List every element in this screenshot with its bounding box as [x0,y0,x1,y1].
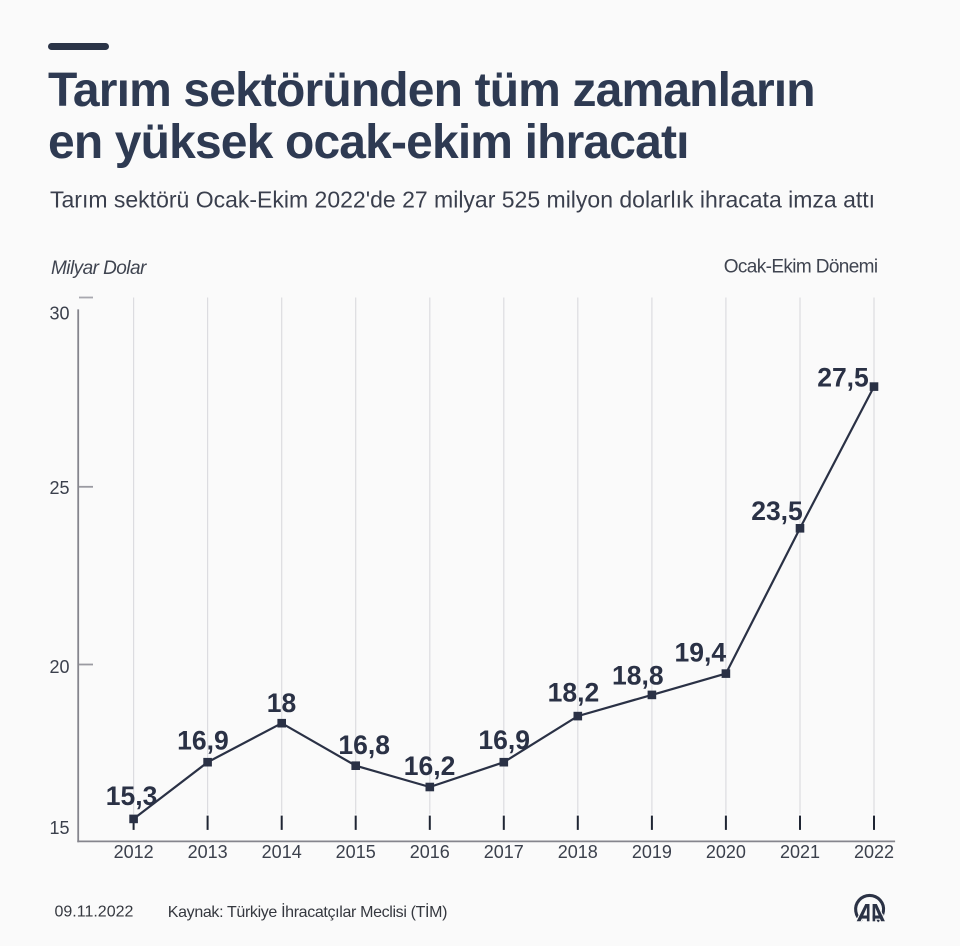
svg-text:25: 25 [49,478,69,498]
svg-text:2013: 2013 [188,842,228,862]
svg-text:en yüksek ocak-ekim ihracatı: en yüksek ocak-ekim ihracatı [48,116,689,169]
svg-text:Tarım sektöründen tüm zamanlar: Tarım sektöründen tüm zamanların [48,64,815,117]
svg-text:2016: 2016 [410,842,450,862]
svg-text:15: 15 [49,818,69,838]
svg-text:16,9: 16,9 [478,725,530,755]
svg-text:15,3: 15,3 [106,781,158,811]
svg-text:Ocak-Ekim Dönemi: Ocak-Ekim Dönemi [724,257,878,278]
svg-text:19,4: 19,4 [675,637,727,667]
svg-text:2022: 2022 [854,842,894,862]
svg-text:27,5: 27,5 [817,363,869,393]
svg-text:2019: 2019 [632,842,672,862]
svg-text:2021: 2021 [780,842,820,862]
svg-text:2018: 2018 [558,842,598,862]
svg-text:16,2: 16,2 [404,751,456,781]
svg-text:2014: 2014 [262,842,302,862]
svg-text:23,5: 23,5 [751,496,803,526]
svg-text:20: 20 [49,657,69,677]
svg-text:2017: 2017 [484,842,524,862]
svg-text:2012: 2012 [114,842,154,862]
svg-text:18: 18 [267,688,296,718]
svg-text:2020: 2020 [706,842,746,862]
svg-text:16,9: 16,9 [177,726,229,756]
svg-text:09.11.2022: 09.11.2022 [55,904,134,921]
svg-text:Milyar Dolar: Milyar Dolar [51,258,147,279]
svg-text:2015: 2015 [336,842,376,862]
svg-text:16,8: 16,8 [338,730,390,760]
svg-text:30: 30 [49,304,69,324]
svg-text:18,8: 18,8 [612,660,664,690]
svg-text:Kaynak: Türkiye İhracatçılar M: Kaynak: Türkiye İhracatçılar Meclisi (Tİ… [168,902,447,921]
svg-text:Tarım sektörü Ocak-Ekim 2022'd: Tarım sektörü Ocak-Ekim 2022'de 27 milya… [50,187,875,213]
svg-text:18,2: 18,2 [548,677,600,707]
